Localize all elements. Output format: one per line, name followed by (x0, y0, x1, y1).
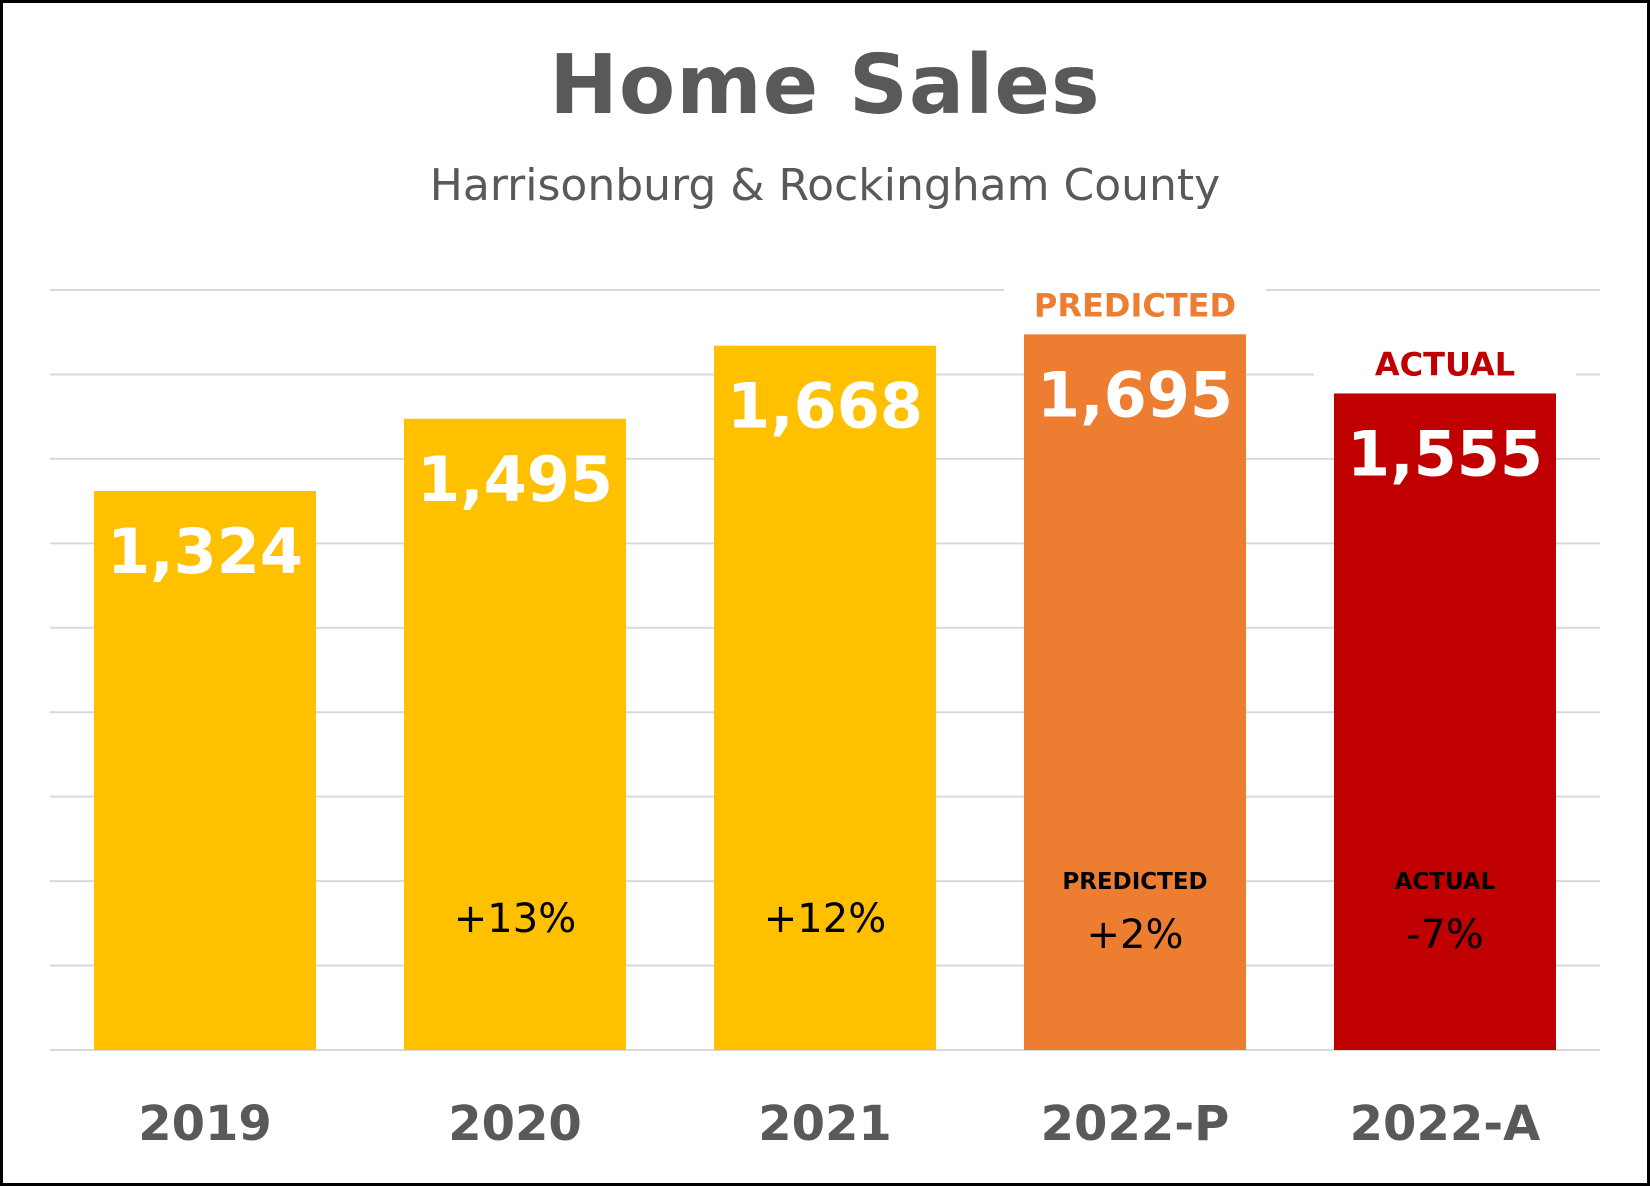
bar (404, 418, 626, 1050)
bar-value-label: 1,495 (417, 443, 613, 516)
change-label: +13% (454, 896, 576, 942)
bar (714, 345, 936, 1050)
bar-value-label: 1,555 (1347, 417, 1543, 490)
bar-top-label-bg (1314, 333, 1576, 390)
category-label: 2022-P (1041, 1096, 1230, 1152)
bar (1024, 334, 1246, 1050)
bar (1334, 393, 1556, 1050)
change-sublabel: PREDICTED (1062, 869, 1207, 895)
chart-subtitle: Harrisonburg & Rockingham County (429, 160, 1221, 211)
category-label: 2019 (138, 1096, 272, 1152)
change-label: -7% (1406, 912, 1484, 958)
bar-top-label: PREDICTED (1034, 286, 1236, 324)
change-label: +12% (764, 896, 886, 942)
bar (94, 490, 316, 1050)
change-label: +2% (1087, 912, 1184, 958)
bar-top-label: ACTUAL (1375, 345, 1515, 383)
category-label: 2022-A (1350, 1096, 1541, 1152)
chart-title: Home Sales (549, 38, 1101, 133)
bar-value-label: 1,324 (107, 515, 303, 588)
bar-value-label: 1,695 (1037, 358, 1233, 431)
bar-value-label: 1,668 (727, 370, 923, 443)
bar-top-label-bg (1004, 274, 1266, 331)
category-label: 2021 (758, 1096, 892, 1152)
category-label: 2020 (448, 1096, 582, 1152)
change-sublabel: ACTUAL (1395, 869, 1496, 895)
